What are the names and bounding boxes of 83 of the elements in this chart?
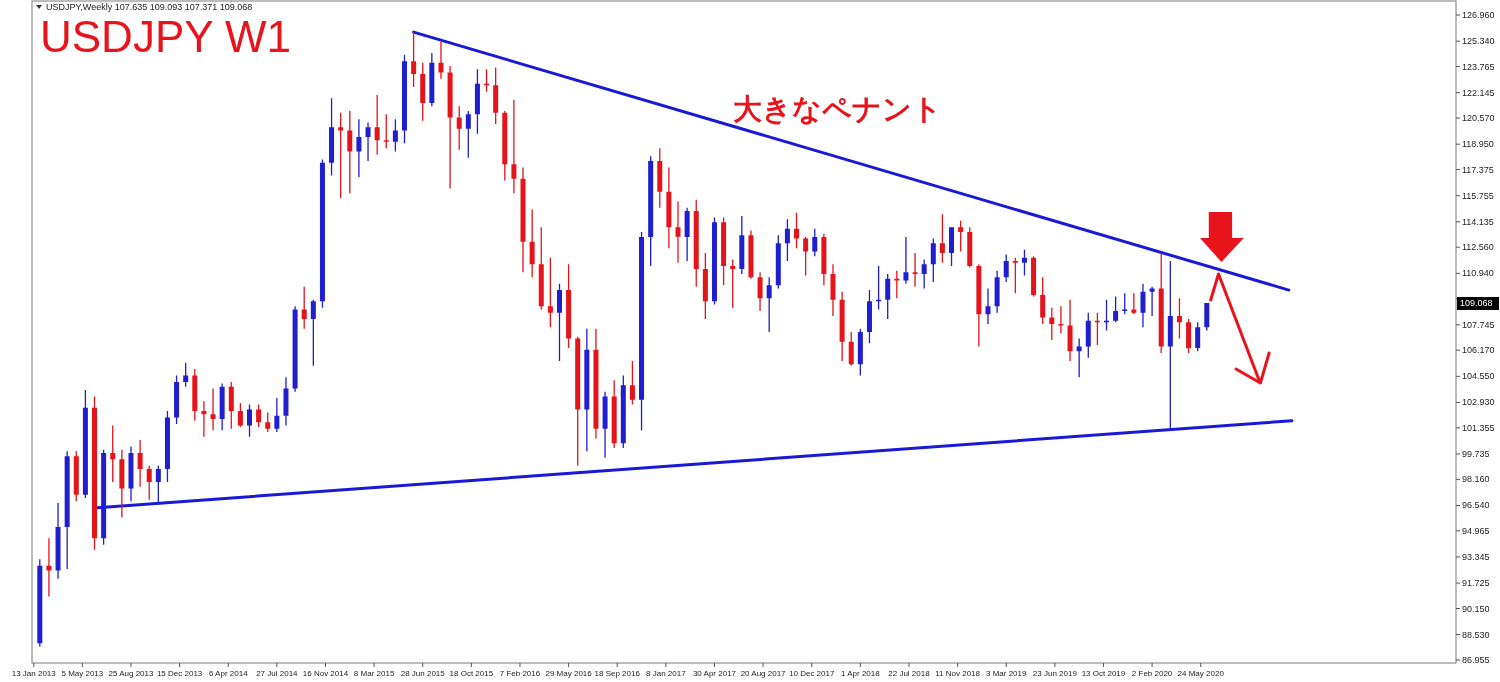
candlestick [602,391,608,458]
price-tag: 109.068 [1457,297,1499,310]
x-tick-label: 5 May 2013 [61,669,104,678]
candlestick [985,288,991,324]
x-tick-label: 24 May 2020 [1177,669,1225,678]
x-tick-label: 30 Apr 2017 [692,669,737,678]
y-tick-label: 93.345 [1462,551,1490,562]
x-tick-label: 2 Feb 2020 [1131,669,1173,678]
chart-subtitle: USDJPY,Weekly 107.635 109.093 107.371 109.068 [46,2,253,12]
candlestick [1131,293,1137,315]
x-tick-label: 8 Mar 2015 [353,669,395,678]
x-tick-label: 18 Oct 2015 [449,669,494,678]
x-tick-label: 28 Jun 2015 [400,669,446,678]
annotation: 109.068 [1460,298,1493,309]
x-tick-label: 15 Dec 2013 [156,669,203,678]
x-tick-label: 13 Jan 2013 [11,669,57,678]
candlestick [903,236,909,284]
x-tick-label: 7 Feb 2016 [499,669,541,678]
annotation: 大きなペナント [733,91,943,126]
y-tick-label: 91.725 [1462,578,1490,589]
y-tick-label: 117.375 [1462,164,1494,175]
x-tick-label: 16 Nov 2014 [302,669,349,678]
candlestick [365,122,371,162]
candlestick [210,388,216,431]
candlestick [666,167,672,249]
candlestick [46,538,52,597]
y-tick-label: 110.940 [1462,268,1494,279]
candlestick [1067,299,1073,362]
y-tick-label: 122.145 [1462,87,1495,98]
y-tick-label: 104.550 [1462,371,1495,382]
candlestick [830,264,836,316]
x-tick-label: 13 Oct 2019 [1081,669,1126,678]
y-tick-label: 126.960 [1462,10,1495,21]
y-tick-label: 98.160 [1462,474,1490,485]
candlestick [356,119,362,178]
x-tick-label: 6 Apr 2014 [208,669,249,678]
candlestick [438,41,444,79]
y-tick-label: 102.930 [1462,397,1495,408]
y-tick-label: 94.965 [1462,525,1490,536]
candlestick [283,377,289,426]
candlestick [675,201,681,263]
y-tick-label: 86.955 [1462,655,1490,666]
x-tick-label: 10 Dec 2017 [789,669,835,678]
candlestick [201,401,207,437]
y-tick-label: 101.355 [1462,422,1495,433]
candlestick [684,207,690,262]
y-tick-label: 96.540 [1462,500,1490,511]
candlestick [119,449,125,518]
x-tick-label: 29 May 2016 [545,669,593,678]
candlestick [274,398,280,432]
x-tick-label: 20 Aug 2017 [740,669,787,678]
candlestick [1058,306,1064,334]
y-tick-label: 115.755 [1462,190,1494,201]
x-tick-label: 18 Sep 2016 [594,669,641,678]
candlestick [137,440,143,487]
y-tick-label: 107.745 [1462,319,1495,330]
y-tick-label: 88.530 [1462,629,1490,640]
y-tick-label: 112.560 [1462,242,1494,253]
x-tick-label: 23 Jun 2019 [1032,669,1078,678]
x-tick-label: 1 Apr 2018 [841,669,881,678]
x-tick-label: 27 Jul 2014 [256,669,299,678]
y-tick-label: 118.950 [1462,139,1494,150]
y-tick-label: 106.170 [1462,345,1495,356]
y-tick-label: 123.765 [1462,61,1495,72]
candlestick [55,502,61,579]
candlestick [1140,283,1146,328]
x-tick-label: 3 Mar 2019 [985,669,1028,678]
candlestick [757,272,763,312]
y-tick-label: 99.735 [1462,448,1490,459]
candlestick [511,99,517,194]
x-tick-label: 22 Jul 2018 [888,669,931,678]
y-tick-label: 125.340 [1462,36,1495,47]
candlestick [912,253,918,287]
y-tick-label: 120.570 [1462,113,1495,124]
x-tick-label: 8 Jan 2017 [646,669,687,678]
candlestick [1149,286,1155,316]
y-tick-label: 90.150 [1462,603,1490,614]
chart-title: USDJPY W1 [40,12,292,61]
y-tick-label: 114.135 [1462,216,1494,227]
x-tick-label: 11 Nov 2018 [935,669,981,678]
candlestick [447,65,453,189]
x-tick-label: 25 Aug 2013 [108,669,154,678]
candlestick [529,209,535,278]
